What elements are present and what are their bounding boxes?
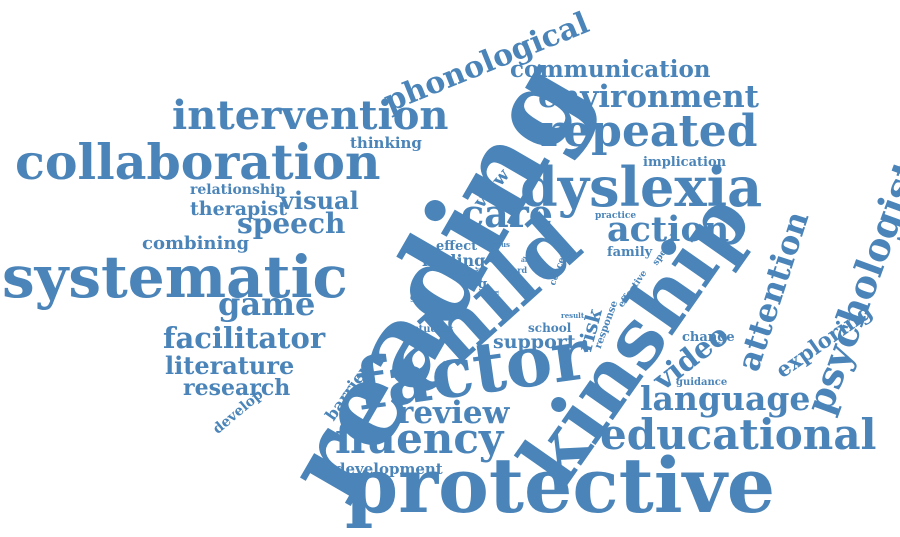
word-relationship: relationship (190, 182, 286, 198)
word-educational: educational (600, 410, 877, 459)
word-group: group (410, 292, 437, 302)
word-finding: finding (422, 251, 486, 270)
word-practice: practice (595, 211, 637, 221)
word-action: action (607, 209, 730, 250)
word-family: family (607, 245, 653, 260)
word-therapist: therapist (190, 198, 287, 220)
word-year: year (452, 266, 479, 279)
word-change: change (682, 330, 735, 345)
word-psychologist: psychologist (795, 154, 900, 420)
word-school: school (528, 321, 572, 335)
word-development: development (335, 460, 443, 478)
word-protective: protective (345, 441, 776, 530)
word-research: research (183, 375, 291, 401)
word-avg: avg (462, 277, 488, 292)
word-literature: literature (165, 351, 295, 380)
word-game: game (218, 285, 316, 323)
word-dyslexia: dyslexia (520, 155, 763, 219)
word-review: review (397, 395, 510, 431)
word-systematic: systematic (2, 243, 348, 311)
word-collaboration: collaboration (15, 133, 381, 191)
word-skill: skill (490, 290, 501, 310)
word-communication: communication (510, 56, 711, 83)
word-environment: environment (538, 79, 759, 115)
word-focus: focus (489, 240, 510, 249)
word-combining: combining (142, 233, 250, 254)
word-word: word (505, 265, 528, 275)
word-intervention: intervention (172, 92, 449, 139)
word-speech: speech (237, 207, 346, 240)
word-support: support (493, 331, 576, 353)
word-studies: studies (413, 324, 454, 335)
word-language: language (640, 379, 811, 418)
word-effect: effect (436, 239, 478, 254)
word-care: care (461, 191, 553, 236)
word-facilitator: facilitator (163, 321, 326, 355)
word-also: also (521, 257, 535, 264)
word-guidance: guidance (676, 377, 728, 388)
word-visual: visual (280, 186, 359, 215)
word-thinking: thinking (350, 134, 422, 152)
word-repeated: repeated (540, 106, 758, 157)
word-result: result (561, 311, 585, 320)
word-fluency: fluency (335, 414, 504, 463)
word-implication: implication (643, 155, 727, 170)
